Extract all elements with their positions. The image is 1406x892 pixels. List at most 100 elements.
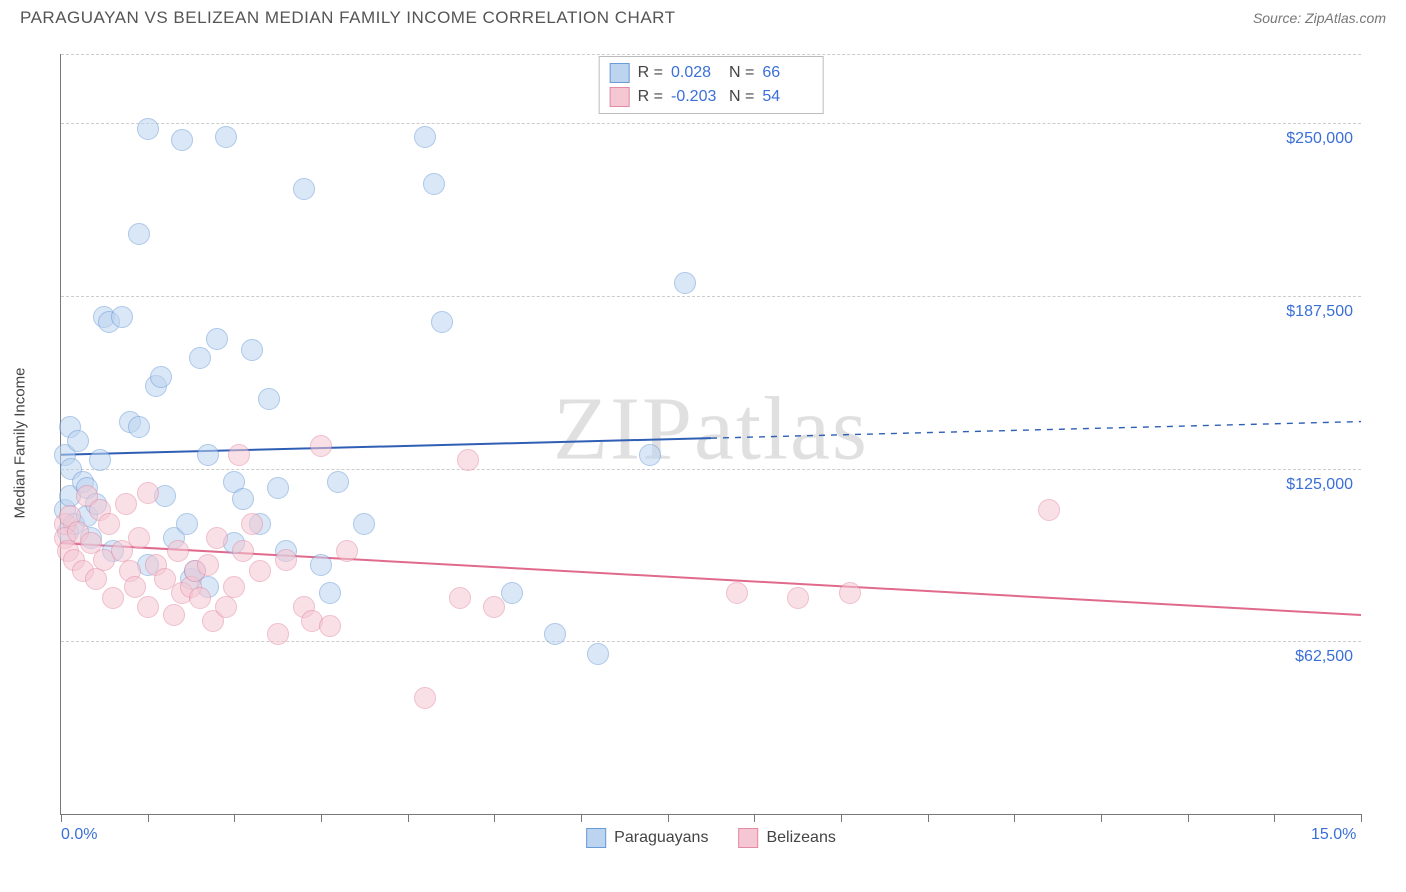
data-point bbox=[137, 482, 159, 504]
data-point bbox=[137, 118, 159, 140]
gridline bbox=[61, 469, 1361, 470]
data-point bbox=[98, 513, 120, 535]
gridline bbox=[61, 641, 1361, 642]
x-tick bbox=[1274, 814, 1275, 822]
y-tick-label: $125,000 bbox=[1286, 476, 1353, 494]
data-point bbox=[206, 328, 228, 350]
r-value: 0.028 bbox=[671, 61, 721, 85]
x-tick bbox=[841, 814, 842, 822]
data-point bbox=[258, 388, 280, 410]
gridline bbox=[61, 296, 1361, 297]
data-point bbox=[457, 449, 479, 471]
data-point bbox=[483, 596, 505, 618]
data-point bbox=[249, 560, 271, 582]
data-point bbox=[128, 416, 150, 438]
data-point bbox=[319, 582, 341, 604]
data-point bbox=[197, 554, 219, 576]
data-point bbox=[102, 587, 124, 609]
legend-label: Paraguayans bbox=[614, 829, 708, 847]
x-tick bbox=[668, 814, 669, 822]
n-value: 66 bbox=[762, 61, 812, 85]
x-tick-label: 0.0% bbox=[61, 826, 97, 844]
n-label: N = bbox=[729, 61, 754, 85]
data-point bbox=[787, 587, 809, 609]
legend-item: Paraguayans bbox=[586, 828, 708, 848]
data-point bbox=[128, 527, 150, 549]
data-point bbox=[353, 513, 375, 535]
data-point bbox=[128, 223, 150, 245]
data-point bbox=[310, 435, 332, 457]
data-point bbox=[423, 173, 445, 195]
n-label: N = bbox=[729, 85, 754, 109]
chart-container: Median Family Income ZIPatlas R =0.028N … bbox=[20, 38, 1386, 848]
data-point bbox=[544, 623, 566, 645]
data-point bbox=[726, 582, 748, 604]
x-tick bbox=[1188, 814, 1189, 822]
y-tick-label: $62,500 bbox=[1295, 648, 1353, 666]
data-point bbox=[267, 623, 289, 645]
data-point bbox=[327, 471, 349, 493]
trend-line-dashed bbox=[711, 422, 1361, 439]
data-point bbox=[189, 587, 211, 609]
x-tick bbox=[61, 814, 62, 822]
data-point bbox=[336, 540, 358, 562]
data-point bbox=[197, 444, 219, 466]
x-tick bbox=[1361, 814, 1362, 822]
data-point bbox=[449, 587, 471, 609]
legend-row: R = 0.028 N = 66 bbox=[610, 61, 813, 85]
x-tick bbox=[321, 814, 322, 822]
series-legend: Paraguayans Belizeans bbox=[586, 828, 836, 848]
r-label: R = bbox=[638, 61, 663, 85]
x-tick bbox=[234, 814, 235, 822]
legend-swatch bbox=[738, 828, 758, 848]
source-label: Source: ZipAtlas.com bbox=[1253, 10, 1386, 26]
r-value: -0.203 bbox=[671, 85, 721, 109]
data-point bbox=[310, 554, 332, 576]
legend-row: R =-0.203N =54 bbox=[610, 85, 813, 109]
correlation-legend: R = 0.028 N = 66R = -0.203 N = 54 bbox=[599, 56, 824, 114]
x-tick bbox=[1014, 814, 1015, 822]
x-tick bbox=[581, 814, 582, 822]
n-value: 54 bbox=[762, 85, 812, 109]
x-tick-label: 15.0% bbox=[1311, 826, 1356, 844]
legend-item: Belizeans bbox=[738, 828, 835, 848]
data-point bbox=[241, 513, 263, 535]
data-point bbox=[267, 477, 289, 499]
x-tick bbox=[408, 814, 409, 822]
y-tick-label: $250,000 bbox=[1286, 130, 1353, 148]
data-point bbox=[587, 643, 609, 665]
data-point bbox=[414, 126, 436, 148]
data-point bbox=[414, 687, 436, 709]
data-point bbox=[137, 596, 159, 618]
data-point bbox=[228, 444, 250, 466]
data-point bbox=[674, 272, 696, 294]
data-point bbox=[124, 576, 146, 598]
gridline bbox=[61, 123, 1361, 124]
legend-swatch bbox=[610, 63, 630, 83]
data-point bbox=[176, 513, 198, 535]
data-point bbox=[223, 576, 245, 598]
watermark: ZIPatlas bbox=[553, 377, 869, 480]
data-point bbox=[206, 527, 228, 549]
data-point bbox=[431, 311, 453, 333]
data-point bbox=[232, 540, 254, 562]
data-point bbox=[1038, 499, 1060, 521]
data-point bbox=[275, 549, 297, 571]
data-point bbox=[150, 366, 172, 388]
y-axis-label: Median Family Income bbox=[12, 368, 29, 519]
data-point bbox=[319, 615, 341, 637]
legend-swatch bbox=[610, 87, 630, 107]
data-point bbox=[167, 540, 189, 562]
y-tick-label: $187,500 bbox=[1286, 303, 1353, 321]
data-point bbox=[85, 568, 107, 590]
data-point bbox=[163, 604, 185, 626]
page-title: PARAGUAYAN VS BELIZEAN MEDIAN FAMILY INC… bbox=[20, 8, 676, 28]
x-tick bbox=[494, 814, 495, 822]
trend-line bbox=[61, 438, 711, 455]
legend-label: Belizeans bbox=[766, 829, 835, 847]
data-point bbox=[215, 596, 237, 618]
data-point bbox=[639, 444, 661, 466]
x-tick bbox=[148, 814, 149, 822]
legend-swatch bbox=[586, 828, 606, 848]
data-point bbox=[241, 339, 263, 361]
